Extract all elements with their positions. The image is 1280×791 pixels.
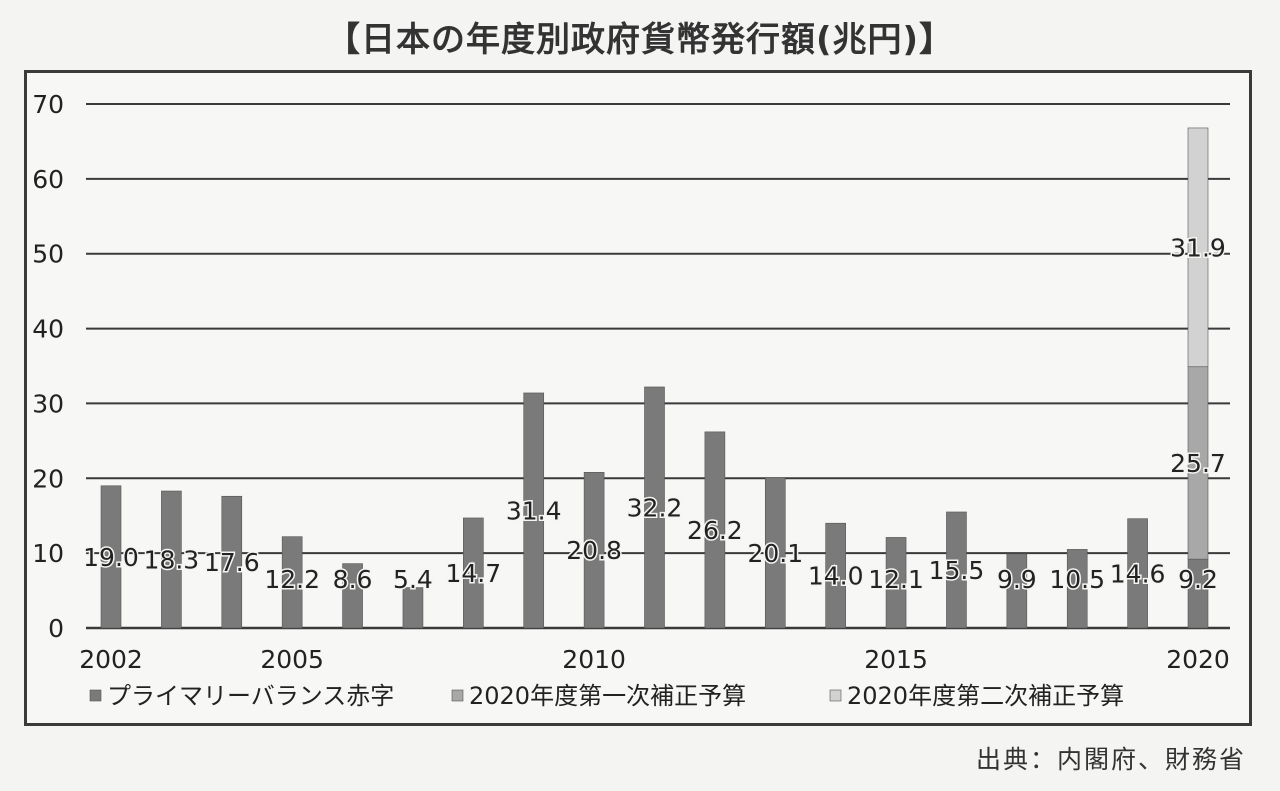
legend-label: 2020年度第一次補正予算 — [469, 682, 746, 710]
data-label: 20.8 — [566, 536, 622, 565]
data-label: 10.5 — [1049, 565, 1105, 594]
bar-2009-series-1 — [523, 392, 545, 629]
data-label: 9.2 — [1178, 565, 1218, 594]
legend-swatch — [89, 689, 102, 702]
data-label: 25.7 — [1170, 449, 1226, 478]
y-tick-label: 70 — [32, 90, 64, 119]
y-tick-label: 10 — [32, 539, 64, 568]
bar-2013-series-1 — [764, 477, 786, 629]
bar-2007-series-1 — [402, 587, 424, 629]
bar-2017-series-1 — [1006, 553, 1028, 629]
bar-2014-series-1 — [825, 522, 846, 629]
bar-2019-series-1 — [1127, 518, 1148, 629]
bar-2012-series-1 — [704, 431, 726, 629]
y-tick-label: 60 — [32, 165, 64, 194]
bar-2002-series-1 — [100, 485, 122, 629]
data-label: 14.7 — [445, 559, 501, 588]
bar-2006-series-1 — [342, 563, 363, 629]
x-tick-label: 2010 — [562, 645, 626, 674]
chart-plot: 0 10 20 30 40 50 60 70 19.0 18.3 17.612.2 8.6 5.4 14.… — [32, 90, 1230, 710]
legend-swatch — [451, 689, 464, 702]
y-tick-label: 0 — [48, 614, 64, 643]
bar-2008-series-1 — [463, 517, 484, 629]
data-label: 9.9 — [997, 565, 1037, 594]
data-label: 18.3 — [144, 546, 200, 575]
bar-2011-series-1 — [644, 386, 665, 629]
data-label: 14.0 — [808, 562, 864, 591]
x-tick-label: 2020 — [1166, 645, 1230, 674]
bar-2005-series-1 — [281, 536, 303, 629]
bar-2004-series-1 — [221, 495, 243, 629]
x-tick-label: 2002 — [79, 645, 143, 674]
source-note: 出典：内閣府、財務省 — [975, 745, 1246, 774]
data-label: 12.1 — [868, 565, 924, 594]
data-label: 17.6 — [204, 548, 260, 577]
legend-label: 2020年度第二次補正予算 — [847, 682, 1124, 710]
bar-2020-series-3 — [1187, 127, 1209, 368]
bar-2016-series-1 — [946, 511, 967, 629]
data-label: 31.9 — [1170, 233, 1226, 262]
y-tick-label: 50 — [32, 240, 64, 269]
y-tick-label: 20 — [32, 464, 64, 493]
data-label: 26.2 — [687, 516, 743, 545]
bar-2003-series-1 — [161, 490, 182, 629]
data-label: 12.2 — [264, 565, 320, 594]
data-label: 31.4 — [506, 496, 562, 525]
bar-2010-series-1 — [583, 471, 605, 629]
data-label: 32.2 — [627, 493, 683, 522]
legend-label: プライマリーバランス赤字 — [107, 682, 394, 710]
data-label: 14.6 — [1110, 559, 1166, 588]
chart-title: 【日本の年度別政府貨幣発行額(兆円)】 — [325, 20, 955, 60]
data-label: 5.4 — [393, 565, 433, 594]
legend-swatch — [829, 689, 842, 702]
bar-2018-series-1 — [1066, 549, 1088, 629]
y-tick-label: 30 — [32, 389, 64, 418]
data-label: 19.0 — [83, 543, 139, 572]
data-label: 20.1 — [747, 539, 803, 568]
data-label: 8.6 — [333, 565, 373, 594]
y-tick-label: 40 — [32, 315, 64, 344]
bar-2015-series-1 — [885, 537, 907, 629]
x-tick-label: 2015 — [864, 645, 928, 674]
x-tick-label: 2005 — [260, 645, 324, 674]
data-label: 15.5 — [929, 556, 985, 585]
